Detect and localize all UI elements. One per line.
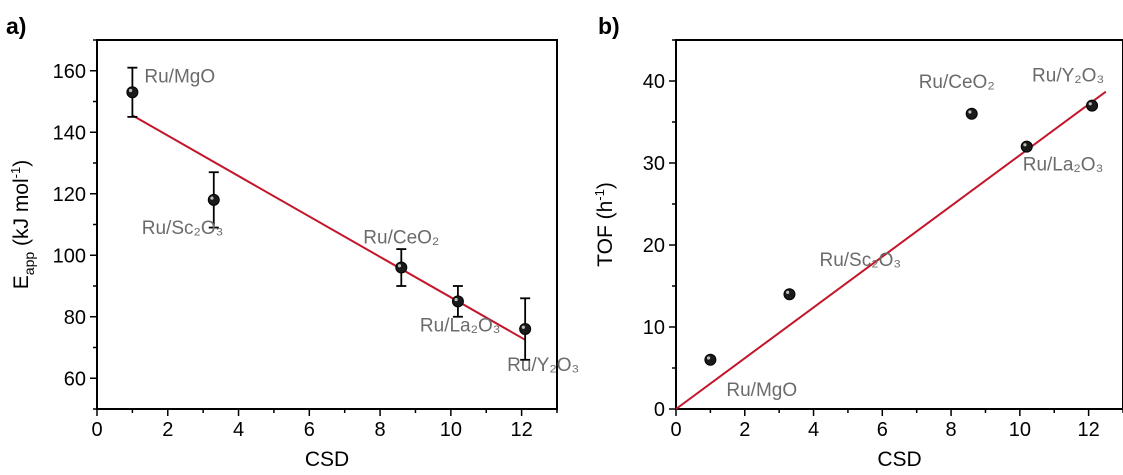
data-point-highlight (1088, 102, 1092, 106)
point-label: Ru/Y₂O₃ (507, 355, 579, 376)
data-point (783, 288, 796, 301)
x-axis-title: CSD (877, 448, 921, 471)
y-tick-label: 20 (643, 235, 665, 257)
chart-panel-b: b) 0 2 4 6 8 10 12 0 10 20 30 40 CSD TOF (h-1) Ru/MgO Ru… (592, 13, 1123, 471)
point-label: Ru/CeO₂ (363, 228, 439, 249)
x-tick-label: 10 (1009, 419, 1031, 441)
x-tick-label: 10 (440, 419, 462, 441)
point-label: Ru/La₂O₃ (1023, 155, 1104, 176)
data-point-highlight (1023, 143, 1027, 147)
chart-panel-a: a) 0 2 4 6 8 10 12 60 80 100 120 140 160 CSD Eapp (kJ m… (6, 13, 579, 471)
x-tick-label: 0 (91, 419, 102, 441)
data-point (207, 193, 220, 206)
y-tick-label: 10 (643, 317, 665, 339)
data-point-highlight (968, 110, 972, 114)
x-tick-label: 6 (877, 419, 888, 441)
y-tick-label: 0 (654, 399, 665, 421)
y-tick-label: 120 (53, 184, 86, 206)
data-point (126, 86, 139, 99)
data-point-highlight (210, 196, 214, 200)
data-point-highlight (128, 88, 133, 93)
x-tick-label: 8 (946, 419, 957, 441)
point-label: Ru/MgO (726, 380, 797, 401)
data-point-highlight (397, 264, 402, 268)
y-tick-label: 80 (64, 307, 86, 329)
x-tick-label: 6 (304, 419, 315, 441)
data-point (1086, 99, 1099, 112)
y-axis-title: Eapp (kJ mol-1) (8, 160, 37, 289)
y-tick-label: 100 (53, 245, 86, 267)
data-point (395, 261, 408, 274)
point-label: Ru/CeO₂ (919, 72, 995, 93)
data-point-highlight (706, 356, 711, 360)
panel-label: b) (598, 13, 620, 39)
data-point-highlight (786, 290, 790, 294)
data-point (704, 353, 717, 366)
fit-line (675, 90, 1107, 410)
x-tick-label: 12 (510, 419, 532, 441)
data-point (1020, 140, 1033, 153)
plot-frame (675, 39, 1123, 410)
point-label: Ru/Y₂O₃ (1032, 66, 1104, 87)
data-point-highlight (454, 297, 458, 302)
x-axis-title: CSD (305, 448, 349, 471)
x-tick-label: 4 (233, 419, 244, 441)
y-tick-label: 60 (64, 368, 86, 390)
y-tick-label: 40 (643, 71, 665, 93)
data-point (451, 295, 464, 308)
y-tick-label: 160 (53, 61, 86, 83)
data-point-highlight (521, 325, 525, 329)
x-tick-label: 0 (670, 419, 681, 441)
point-label: Ru/Sc₂O₃ (142, 218, 224, 239)
point-label: Ru/Sc₂O₃ (819, 250, 901, 271)
point-label: Ru/MgO (144, 66, 215, 87)
y-tick-label: 30 (643, 153, 665, 175)
x-tick-label: 2 (739, 419, 750, 441)
x-tick-label: 4 (808, 419, 819, 441)
y-axis-title: TOF (h-1) (592, 182, 617, 267)
data-point (965, 107, 978, 120)
x-tick-label: 8 (375, 419, 386, 441)
panel-label: a) (6, 13, 26, 39)
y-tick-label: 140 (53, 122, 86, 144)
data-point (519, 323, 532, 336)
x-tick-label: 12 (1077, 419, 1099, 441)
point-label: Ru/La₂O₃ (420, 315, 501, 336)
x-tick-label: 2 (162, 419, 173, 441)
